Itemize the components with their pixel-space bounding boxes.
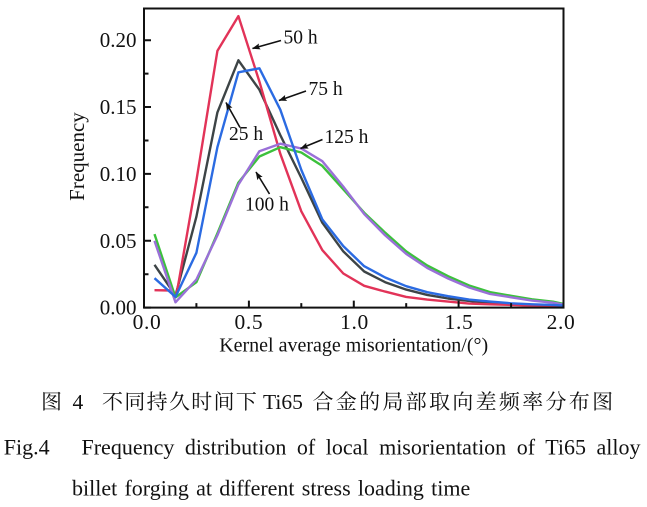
svg-text:0.15: 0.15 [100,95,137,119]
svg-text:2.0: 2.0 [547,310,576,334]
svg-text:0.5: 0.5 [235,310,264,334]
svg-text:125 h: 125 h [325,127,369,148]
svg-text:Kernel average misorientation/: Kernel average misorientation/(°) [219,334,488,356]
svg-text:Fig.4: Fig.4 [4,435,50,460]
svg-text:0.20: 0.20 [100,28,137,52]
svg-text:1.5: 1.5 [445,310,474,334]
svg-text:0.00: 0.00 [100,296,137,320]
svg-text:Frequency: Frequency [65,112,89,201]
svg-text:Ti65: Ti65 [263,390,303,414]
svg-text:billet forging at different st: billet forging at different stress loadi… [72,475,470,500]
svg-text:4: 4 [73,390,84,414]
svg-text:0.10: 0.10 [100,162,137,186]
svg-text:Frequency distribution of loca: Frequency distribution of local misorien… [82,435,641,460]
svg-text:50 h: 50 h [284,28,318,49]
svg-text:25 h: 25 h [229,124,263,145]
svg-text:0.0: 0.0 [133,310,162,334]
svg-text:0.05: 0.05 [100,229,137,253]
svg-text:1.0: 1.0 [340,310,369,334]
svg-text:75 h: 75 h [309,79,343,100]
svg-text:100 h: 100 h [245,195,289,216]
